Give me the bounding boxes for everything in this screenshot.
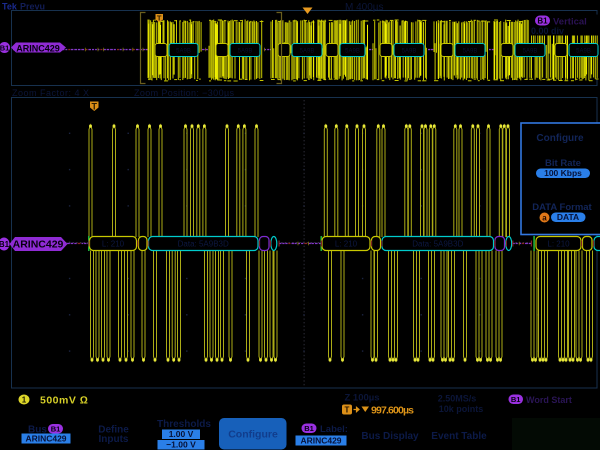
svg-text:10k points: 10k points	[439, 404, 484, 414]
svg-text:Event Table: Event Table	[431, 431, 487, 442]
svg-text:DATA: DATA	[557, 212, 579, 222]
svg-text:Inputs: Inputs	[99, 434, 129, 445]
svg-text:B1: B1	[0, 44, 9, 53]
svg-text:5A9B: 5A9B	[402, 49, 417, 55]
svg-text:0.00 div: 0.00 div	[531, 26, 564, 36]
svg-text:2.50MS/s: 2.50MS/s	[438, 394, 477, 404]
svg-text:L: 210: L: 210	[102, 240, 125, 249]
svg-text:ARINC429: ARINC429	[13, 239, 64, 251]
svg-text:Configure: Configure	[228, 429, 278, 441]
svg-text:B1: B1	[51, 425, 61, 434]
svg-text:DATA Format: DATA Format	[532, 202, 592, 213]
svg-text:Thresholds: Thresholds	[157, 419, 211, 430]
svg-text:5A9B: 5A9B	[238, 49, 253, 55]
svg-text:5A9B: 5A9B	[576, 49, 591, 55]
svg-text:L: 210: L: 210	[335, 240, 358, 249]
svg-text:1.00 V: 1.00 V	[169, 429, 194, 439]
svg-text:B1: B1	[304, 424, 314, 433]
svg-text:Tek: Tek	[2, 2, 18, 12]
svg-text:5A9B: 5A9B	[345, 49, 360, 55]
svg-text:Configure: Configure	[536, 133, 584, 144]
svg-text:5A9B: 5A9B	[300, 49, 315, 55]
svg-text:Bus: Bus	[28, 425, 47, 436]
svg-text:500mV Ω: 500mV Ω	[40, 395, 88, 407]
svg-text:ARINC429: ARINC429	[300, 436, 341, 446]
svg-text:100 Kbps: 100 Kbps	[544, 168, 582, 178]
svg-text:T: T	[157, 14, 162, 23]
svg-text:Define: Define	[98, 425, 129, 436]
svg-text:T: T	[91, 102, 97, 112]
svg-text:5A9B: 5A9B	[176, 49, 191, 55]
svg-text:B1: B1	[537, 17, 548, 26]
svg-text:ARINC429: ARINC429	[25, 434, 66, 444]
svg-text:B1: B1	[511, 395, 521, 404]
svg-text:Zoom Position: −300µs: Zoom Position: −300µs	[134, 88, 235, 98]
svg-text:5A9B: 5A9B	[523, 49, 538, 55]
svg-text:T: T	[345, 406, 350, 415]
svg-text:997.600µs: 997.600µs	[371, 405, 414, 417]
svg-text:Zoom Factor: 4 X: Zoom Factor: 4 X	[12, 88, 89, 98]
svg-text:M 400µs: M 400µs	[345, 2, 384, 13]
svg-text:Bus Display: Bus Display	[361, 431, 419, 442]
svg-text:Data: 5A9B3D: Data: 5A9B3D	[412, 240, 463, 249]
svg-text:Bit Rate: Bit Rate	[545, 158, 581, 169]
svg-text:L: 210: L: 210	[547, 240, 570, 249]
svg-text:−1.00 V: −1.00 V	[166, 440, 196, 450]
svg-text:a: a	[542, 214, 547, 223]
svg-text:5A9B: 5A9B	[463, 49, 478, 55]
svg-text:Word Start: Word Start	[526, 395, 572, 405]
svg-text:Prevu: Prevu	[20, 2, 45, 12]
svg-text:Z 100µs: Z 100µs	[344, 393, 379, 404]
svg-text:ARINC429: ARINC429	[16, 44, 60, 54]
svg-text:Data: 5A9B3D: Data: 5A9B3D	[178, 240, 229, 249]
svg-text:B1: B1	[0, 240, 10, 249]
svg-text:Vertical: Vertical	[553, 17, 587, 28]
svg-text:1: 1	[22, 396, 27, 405]
svg-text:Label:: Label:	[320, 424, 348, 435]
